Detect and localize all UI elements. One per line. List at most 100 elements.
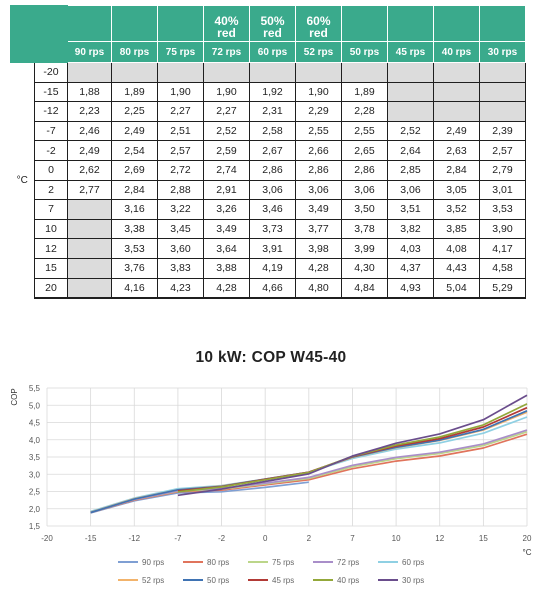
cop-value-cell: 3,64 [203,238,250,259]
empty-cell [387,62,434,83]
x-tick-label: 20 [523,534,532,543]
temperature-cell: 2 [34,179,68,201]
col-reduction-header [157,5,204,42]
cop-value-cell: 4,16 [111,277,158,300]
cop-value-cell: 4,84 [341,277,388,300]
table-row: 2 2,77 2,84 2,88 2,91 3,06 3,06 3,06 3,06 3,05 3,0… [11,179,526,201]
header-row-rps: 90 rps 80 rps 75 rps 72 rps 60 rps 52 rps 50 r… [10,41,526,63]
legend-item: 80 rps [183,558,229,567]
cop-value-cell: 3,88 [203,257,250,279]
cop-value-cell: 2,57 [157,140,204,161]
cop-value-cell: 2,86 [295,159,342,181]
cop-value-cell: 3,22 [157,199,204,220]
y-axis-ticks: 1,5 2,0 2,5 3,0 3,5 4,0 4,5 5,0 5,5 [29,384,41,531]
y-axis-label: COP [10,388,19,405]
x-tick-label: -7 [174,534,182,543]
cop-value-cell: 3,91 [249,238,296,259]
empty-cell [387,101,434,122]
empty-cell [67,238,112,259]
cop-value-cell: 4,66 [249,277,296,300]
cop-value-cell: 1,88 [67,81,112,103]
cop-value-cell: 2,55 [295,120,342,142]
empty-cell [387,81,434,103]
y-tick-label: 2,5 [29,488,41,497]
y-tick-label: 2,0 [29,505,41,514]
cop-value-cell: 2,51 [157,120,204,142]
header-corner-lower [10,41,68,63]
col-rps-header: 50 rps [341,41,388,63]
cop-value-cell: 2,27 [157,101,204,122]
cop-value-cell: 3,05 [433,179,480,201]
cop-value-cell: 4,58 [479,257,526,279]
cop-value-cell: 2,63 [433,140,480,161]
col-rps-header: 80 rps [111,41,158,63]
x-tick-label: 0 [263,534,268,543]
empty-cell [67,199,112,220]
cop-value-cell: 1,90 [295,81,342,103]
cop-line-chart: 1,52,02,53,03,54,04,55,05,5 -20 -15 -12 -7-… [10,384,532,585]
empty-cell [157,62,204,83]
cop-value-cell: 4,28 [203,277,250,300]
table-row: 20 4,16 4,23 4,28 4,66 4,80 4,84 4,93 5,04 5,29 [11,277,526,300]
cop-value-cell: 2,86 [341,159,388,181]
temperature-cell: -12 [34,101,68,122]
empty-cell [111,62,158,83]
cop-value-cell: 3,50 [341,199,388,220]
cop-value-cell: 3,45 [157,218,204,240]
cop-value-cell: 3,99 [341,238,388,259]
col-rps-header: 72 rps [203,41,250,63]
empty-cell [433,81,480,103]
y-tick-label: 4,0 [29,436,41,445]
cop-value-cell: 3,06 [387,179,434,201]
col-rps-header: 52 rps [295,41,342,63]
empty-cell [67,257,112,279]
temperature-cell: 7 [34,199,68,220]
x-axis-label: °C [523,548,532,557]
table-row: -2 2,49 2,54 2,57 2,59 2,67 2,66 2,65 2,64 2,63 2,… [11,140,526,161]
legend-item: 75 rps [248,558,294,567]
cop-value-cell: 2,84 [111,179,158,201]
legend-item: 72 rps [313,558,359,567]
y-tick-label: 5,0 [29,401,41,410]
cop-value-cell: 5,29 [479,277,526,300]
x-tick-label: 7 [350,534,355,543]
legend-label: 52 rps [142,576,164,585]
col-rps-header: 40 rps [433,41,480,63]
empty-cell [479,101,526,122]
temperature-cell: 12 [34,238,68,259]
cop-table: 40% red 50% red 60% red 90 rps 80 rps 75 rps… [10,5,526,300]
legend-item: 52 rps [118,576,164,585]
cop-value-cell: 2,23 [67,101,112,122]
cop-value-cell: 1,89 [341,81,388,103]
legend-item: 45 rps [248,576,294,585]
table-row: 7 3,16 3,22 3,26 3,46 3,49 3,50 3,51 3,52 3,53 [11,199,526,220]
col-reduction-header [341,5,388,42]
col-reduction-header: 50% red [249,5,296,42]
cop-value-cell: 2,64 [387,140,434,161]
cop-value-cell: 1,89 [111,81,158,103]
cop-value-cell: 4,93 [387,277,434,300]
cop-value-cell: 2,74 [203,159,250,181]
cop-value-cell: 3,46 [249,199,296,220]
cop-value-cell: 2,49 [111,120,158,142]
cop-value-cell: 3,73 [249,218,296,240]
empty-cell [433,62,480,83]
cop-value-cell: 2,91 [203,179,250,201]
cop-value-cell: 4,19 [249,257,296,279]
empty-cell [67,277,112,300]
table-row: -7 2,46 2,49 2,51 2,52 2,58 2,55 2,55 2,52 2,49 2,… [11,120,526,142]
cop-value-cell: 2,27 [203,101,250,122]
cop-value-cell: 2,57 [479,140,526,161]
col-reduction-header: 60% red [295,5,342,42]
x-tick-label: -2 [218,534,226,543]
cop-value-cell: 2,65 [341,140,388,161]
cop-value-cell: 3,16 [111,199,158,220]
legend-label: 50 rps [207,576,229,585]
cop-value-cell: 2,88 [157,179,204,201]
cop-value-cell: 3,78 [341,218,388,240]
series-line-30-rps [177,394,528,497]
series-lines [90,394,528,514]
x-tick-label: -12 [128,534,140,543]
cop-value-cell: 3,76 [111,257,158,279]
y-tick-label: 5,5 [29,384,41,393]
